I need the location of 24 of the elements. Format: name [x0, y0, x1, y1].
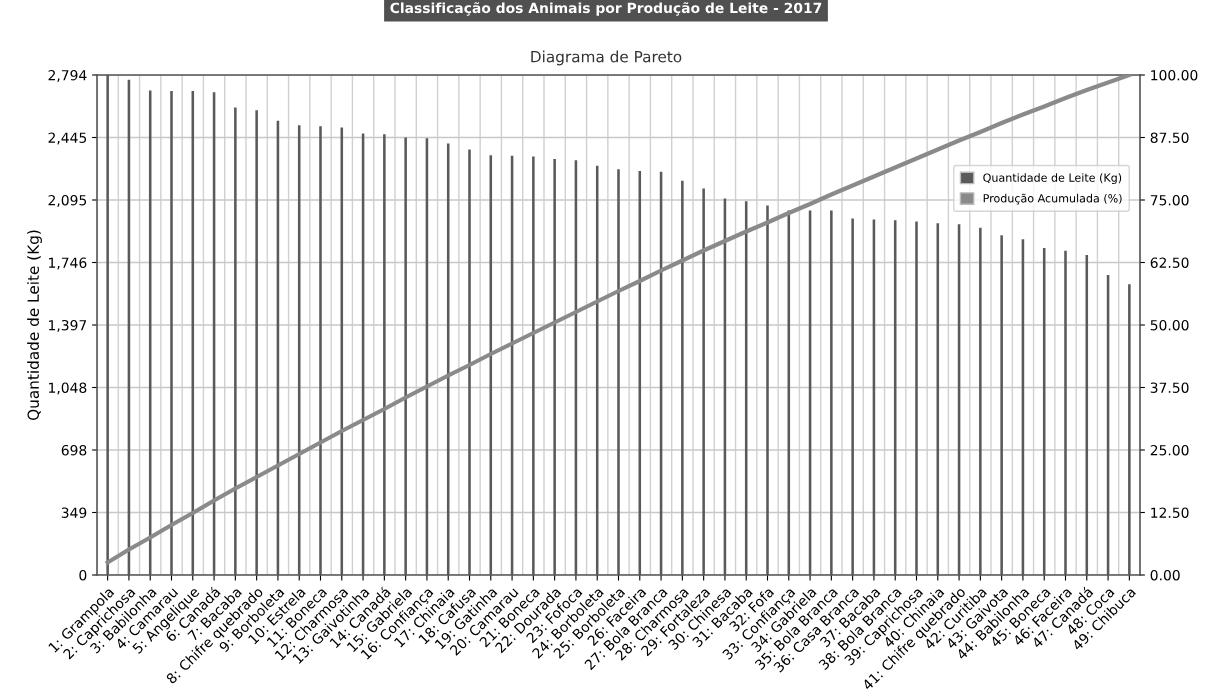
y-tick-label: 349 — [61, 507, 87, 518]
y2-tick-label: 75.00 — [1150, 194, 1189, 206]
y2-tick-label: 62.50 — [1150, 257, 1189, 268]
y-tick-label: 698 — [61, 444, 87, 456]
y2-tick-label: 37.50 — [1150, 382, 1189, 393]
y2-tick-label: 100.00 — [1151, 69, 1198, 81]
y2-tick-label: 50.00 — [1150, 319, 1189, 331]
chart-subtitle: Diagrama de Pareto — [531, 50, 682, 66]
y2-tick-label: 12.50 — [1151, 507, 1189, 518]
chart-title: Classificação dos Animais por Produção de Leite - 2017 — [390, 2, 822, 16]
y-tick-label: 2,794 — [48, 69, 87, 82]
y-tick-label: 1,746 — [49, 257, 87, 270]
y2-tick-label: 25.00 — [1150, 444, 1189, 456]
y-tick-label: 1,048 — [49, 382, 87, 395]
y-tick-label: 2,095 — [48, 194, 87, 207]
y-tick-label: 1,397 — [49, 319, 87, 332]
legend-label: Quantidade de Leite (Kg) — [983, 173, 1122, 184]
y2-tick-label: 0.00 — [1150, 569, 1180, 581]
y-axis-title: Quantidade de Leite (Kg) — [27, 230, 42, 421]
legend-label: Produção Acumulada (%) — [983, 193, 1122, 205]
y-tick-label: 0 — [79, 569, 87, 581]
line-series — [105, 75, 1132, 565]
y-tick-label: 2,445 — [48, 132, 87, 145]
y2-tick-label: 87.50 — [1150, 132, 1189, 143]
